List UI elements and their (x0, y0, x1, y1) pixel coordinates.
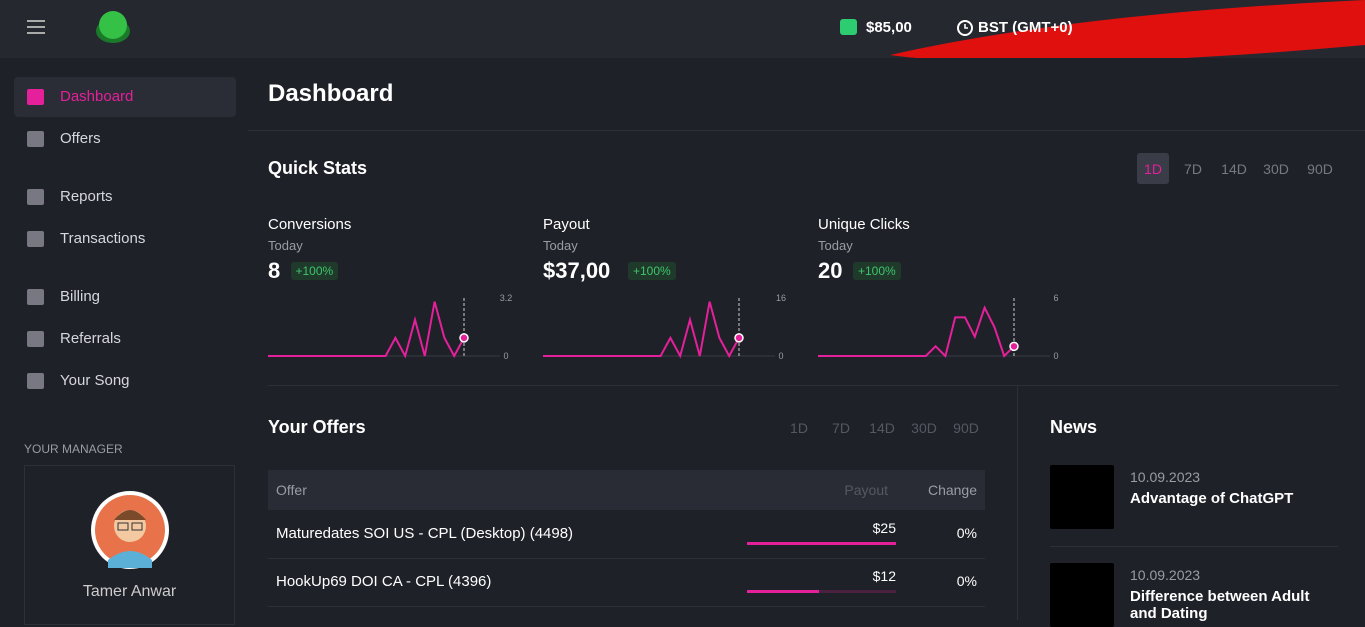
sparkline-marker (734, 333, 744, 343)
change-value: 0% (956, 525, 977, 541)
nav-item[interactable]: Transactions (60, 230, 146, 247)
row-divider (268, 558, 985, 559)
sparkline: 0 16 (543, 293, 786, 361)
column-header[interactable]: Change (927, 482, 977, 498)
period-button[interactable]: 90D (953, 420, 979, 436)
sparkline-line (818, 305, 1015, 358)
divider (248, 130, 1365, 131)
stat-value: 8 (268, 258, 281, 283)
stat-change: +100% (290, 262, 339, 280)
news-title[interactable]: Advantage of ChatGPT (1130, 490, 1294, 507)
stat-period: Today (268, 238, 303, 253)
avatar (91, 491, 169, 569)
nav-item[interactable]: Offers (60, 130, 101, 147)
nav-icon (27, 331, 44, 347)
column-header[interactable]: Offer (276, 482, 307, 498)
divider (1017, 385, 1018, 620)
y-tick-label: 16 (776, 293, 786, 303)
change-value: 0% (956, 573, 977, 589)
stat-value: 20 (818, 258, 843, 283)
stat-label: Unique Clicks (818, 216, 910, 233)
header-icons (27, 0, 1365, 58)
news-image (1050, 563, 1114, 627)
nav-icon (27, 131, 44, 147)
stat-value: $37,00 (543, 258, 611, 283)
payout-bar (747, 590, 819, 593)
nav-icon (27, 289, 44, 305)
news-image (1050, 465, 1114, 529)
nav-item[interactable]: Billing (60, 288, 101, 305)
period-button[interactable]: 7D (1184, 161, 1202, 177)
stat-change: +100% (853, 262, 901, 280)
period-button[interactable]: 1D (790, 420, 808, 436)
nav-item[interactable]: Reports (60, 188, 113, 205)
payout-value: $12 (872, 568, 896, 584)
column-header[interactable]: Payout (844, 482, 888, 498)
y-tick-label: 0 (778, 351, 783, 361)
sparkline: 06 (818, 293, 1059, 361)
y-tick-label: 6 (1053, 293, 1058, 303)
nav-active-bg (14, 77, 236, 117)
period-button[interactable]: 30D (911, 420, 937, 436)
period-button[interactable]: 14D (1221, 161, 1247, 177)
y-tick-label: 0 (503, 351, 508, 361)
y-tick-label: 3.2 (500, 293, 513, 303)
stat-label: Payout (543, 216, 590, 233)
sparkline-line (543, 301, 740, 359)
nav-item[interactable]: Your Song (60, 372, 130, 389)
section-title: News (1050, 417, 1098, 437)
news-date: 10.09.2023 (1130, 469, 1201, 485)
payout-track (747, 590, 896, 593)
manager-name: Tamer Anwar (82, 583, 177, 600)
news-date: 10.09.2023 (1130, 567, 1201, 583)
stat-period: Today (818, 238, 853, 253)
period-button[interactable]: 7D (832, 420, 850, 436)
section-title: Your Offers (268, 417, 366, 437)
section-title: Quick Stats (268, 158, 368, 178)
offer-name[interactable]: Maturedates SOI US - CPL (Desktop) (4498… (276, 525, 574, 542)
nav-icon (27, 189, 44, 205)
period-active-bg (1137, 153, 1169, 184)
nav-icon (27, 231, 44, 247)
sparkline-marker (459, 333, 469, 343)
sparkline: 03.2 (268, 293, 513, 361)
nav-icon (27, 89, 44, 105)
period-button[interactable]: 90D (1307, 161, 1333, 177)
stat-change: +100% (628, 262, 676, 280)
nav-item[interactable]: Referrals (60, 330, 121, 347)
period-button[interactable]: 1D (1144, 161, 1162, 177)
y-tick-label: 0 (1053, 351, 1058, 361)
sparkline-line (268, 301, 465, 359)
balance[interactable]: $85,00 (866, 19, 912, 36)
nav-item[interactable]: Dashboard (60, 88, 134, 105)
offer-name[interactable]: HookUp69 DOI CA - CPL (4396) (276, 573, 492, 590)
page-title: Dashboard (268, 80, 394, 107)
sparkline-marker (1009, 341, 1019, 352)
news-title[interactable]: Difference between Adult and Dating (1130, 588, 1310, 622)
news-divider (1050, 546, 1338, 547)
divider (268, 385, 1338, 386)
timezone[interactable]: BST (GMT+0) (978, 19, 1073, 36)
manager-heading: YOUR MANAGER (24, 442, 123, 456)
nav-icon (27, 373, 44, 389)
stat-period: Today (543, 238, 578, 253)
row-divider (268, 606, 985, 607)
stat-label: Conversions (268, 216, 352, 233)
period-button[interactable]: 14D (869, 420, 895, 436)
payout-bar (747, 542, 896, 545)
period-button[interactable]: 30D (1263, 161, 1289, 177)
table-header (268, 470, 985, 510)
payout-value: $25 (872, 520, 896, 536)
